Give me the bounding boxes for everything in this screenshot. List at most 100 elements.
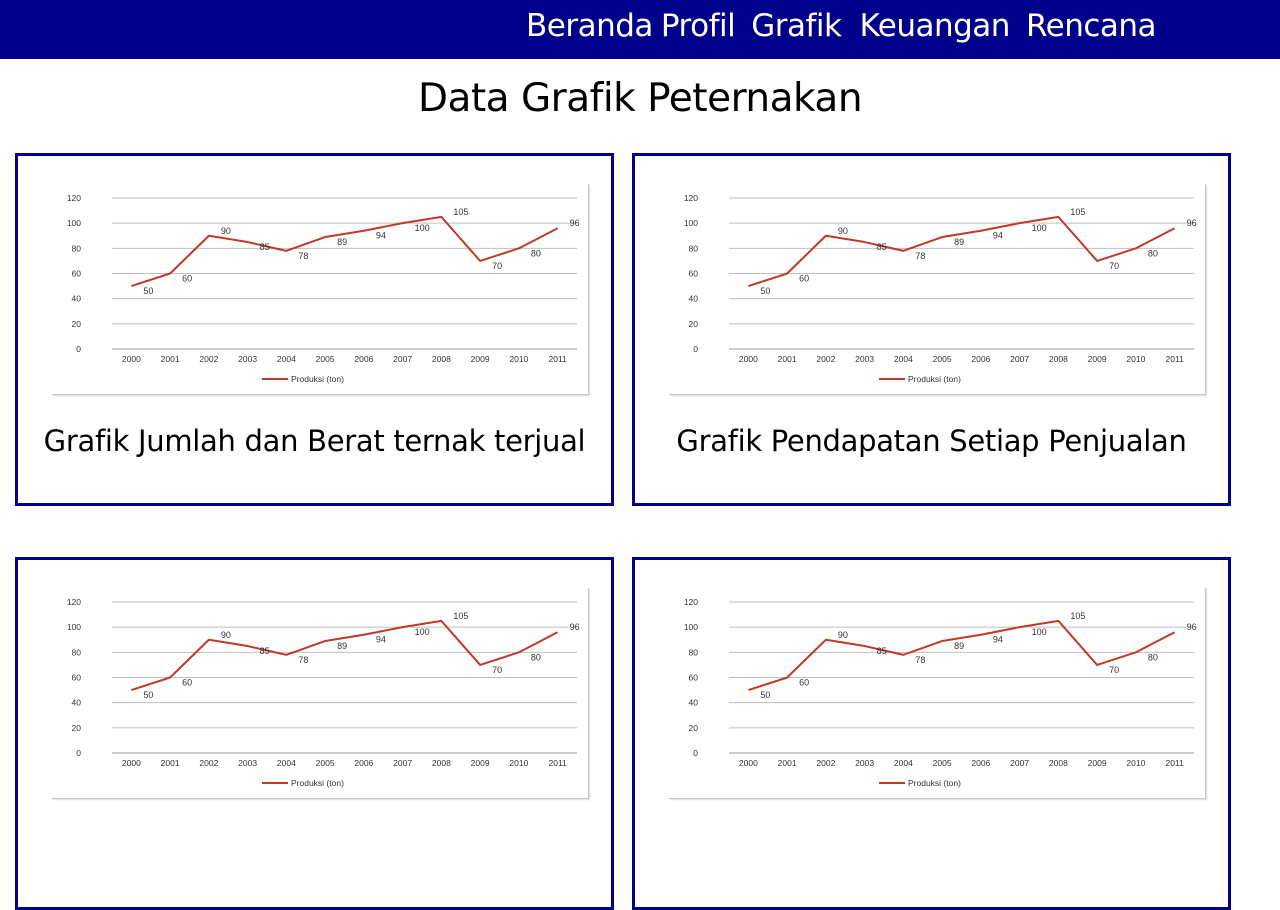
data-label: 78 bbox=[915, 251, 925, 261]
legend-label: Produksi (ton) bbox=[291, 778, 344, 788]
data-label: 89 bbox=[954, 641, 964, 651]
series-line bbox=[748, 215, 1176, 288]
x-tick-label: 2009 bbox=[1088, 758, 1107, 768]
data-label: 90 bbox=[838, 630, 848, 640]
data-label: 100 bbox=[415, 223, 430, 233]
x-tick-label: 2007 bbox=[393, 758, 412, 768]
x-tick-label: 2001 bbox=[778, 758, 797, 768]
y-tick-label: 0 bbox=[693, 748, 698, 758]
x-tick-label: 2006 bbox=[971, 354, 990, 364]
y-tick-label: 120 bbox=[684, 193, 698, 203]
nav-link-grafik[interactable]: Grafik bbox=[751, 8, 842, 44]
y-tick-label: 40 bbox=[72, 294, 82, 304]
x-tick-label: 2010 bbox=[509, 758, 528, 768]
data-label: 60 bbox=[182, 678, 192, 688]
data-label: 70 bbox=[1109, 665, 1119, 675]
legend-label: Produksi (ton) bbox=[908, 778, 961, 788]
chart-card: 0 20 40 60 80 100 120 2000 2001 2002 2003 2004 2005 2… bbox=[632, 153, 1231, 506]
data-label: 60 bbox=[799, 274, 809, 284]
chart-card-caption: Grafik Pendapatan Setiap Penjualan bbox=[676, 424, 1187, 458]
y-tick-label: 80 bbox=[72, 647, 82, 657]
data-label: 105 bbox=[1070, 611, 1085, 621]
x-tick-label: 2011 bbox=[548, 354, 567, 364]
y-tick-label: 60 bbox=[689, 269, 699, 279]
y-tick-label: 80 bbox=[689, 243, 699, 253]
data-label: 89 bbox=[954, 237, 964, 247]
x-tick-label: 2006 bbox=[354, 758, 373, 768]
x-tick-label: 2000 bbox=[739, 354, 758, 364]
data-label: 78 bbox=[298, 251, 308, 261]
data-label: 90 bbox=[838, 226, 848, 236]
legend-label: Produksi (ton) bbox=[291, 374, 344, 384]
data-label: 60 bbox=[182, 274, 192, 284]
data-label: 105 bbox=[453, 207, 468, 217]
data-label: 80 bbox=[1148, 652, 1158, 662]
x-tick-label: 2007 bbox=[1010, 758, 1029, 768]
y-tick-label: 100 bbox=[684, 622, 698, 632]
x-tick-label: 2005 bbox=[316, 758, 335, 768]
chart-card: 0 20 40 60 80 100 120 2000 2001 2002 2003 2004 2005 2… bbox=[632, 557, 1231, 910]
x-tick-label: 2005 bbox=[316, 354, 335, 364]
data-label: 94 bbox=[376, 635, 386, 645]
x-tick-label: 2004 bbox=[894, 758, 913, 768]
x-tick-label: 2002 bbox=[199, 354, 218, 364]
x-tick-label: 2001 bbox=[778, 354, 797, 364]
x-tick-label: 2008 bbox=[1049, 758, 1068, 768]
y-tick-label: 100 bbox=[684, 218, 698, 228]
data-label: 85 bbox=[260, 242, 270, 252]
x-tick-label: 2001 bbox=[161, 758, 180, 768]
top-nav-bar: Beranda Profil Grafik Keuangan Rencana bbox=[0, 0, 1280, 59]
data-label: 105 bbox=[1070, 207, 1085, 217]
x-tick-label: 2004 bbox=[894, 354, 913, 364]
data-label: 94 bbox=[376, 231, 386, 241]
data-label: 89 bbox=[337, 641, 347, 651]
series-line bbox=[131, 215, 559, 288]
y-tick-label: 60 bbox=[72, 673, 82, 683]
chart-card-caption: Grafik Jumlah dan Berat ternak terjual bbox=[43, 424, 586, 458]
y-tick-label: 20 bbox=[689, 723, 699, 733]
data-label: 80 bbox=[531, 248, 541, 258]
data-label: 100 bbox=[1032, 223, 1047, 233]
x-tick-label: 2005 bbox=[933, 758, 952, 768]
data-label: 94 bbox=[993, 231, 1003, 241]
data-label: 50 bbox=[143, 286, 153, 296]
y-tick-label: 20 bbox=[72, 319, 82, 329]
x-tick-label: 2001 bbox=[161, 354, 180, 364]
x-tick-label: 2000 bbox=[122, 354, 141, 364]
nav-link-beranda[interactable]: Beranda bbox=[526, 8, 653, 44]
x-tick-label: 2003 bbox=[238, 758, 257, 768]
data-label: 78 bbox=[915, 655, 925, 665]
x-tick-label: 2006 bbox=[971, 758, 990, 768]
chart-card: 0 20 40 60 80 100 120 2000 2001 2002 2003 2004 2005 2… bbox=[15, 557, 614, 910]
x-tick-label: 2000 bbox=[122, 758, 141, 768]
data-label: 50 bbox=[143, 690, 153, 700]
data-label: 105 bbox=[453, 611, 468, 621]
x-tick-label: 2006 bbox=[354, 354, 373, 364]
line-chart: 0 20 40 60 80 100 120 2000 2001 2002 2003 2004 2005 2… bbox=[52, 184, 589, 395]
x-tick-label: 2004 bbox=[277, 758, 296, 768]
nav-link-profil[interactable]: Profil bbox=[660, 8, 736, 44]
x-tick-label: 2010 bbox=[1126, 354, 1145, 364]
main-nav: Beranda Profil Grafik Keuangan Rencana bbox=[526, 6, 1157, 46]
y-tick-label: 0 bbox=[76, 344, 81, 354]
data-label: 70 bbox=[1109, 261, 1119, 271]
y-tick-label: 80 bbox=[689, 647, 699, 657]
x-tick-label: 2005 bbox=[933, 354, 952, 364]
line-chart: 0 20 40 60 80 100 120 2000 2001 2002 2003 2004 2005 2… bbox=[669, 184, 1206, 395]
y-tick-label: 60 bbox=[72, 269, 82, 279]
y-tick-label: 20 bbox=[689, 319, 699, 329]
data-label: 94 bbox=[993, 635, 1003, 645]
x-tick-label: 2008 bbox=[1049, 354, 1068, 364]
y-tick-label: 80 bbox=[72, 243, 82, 253]
chart-svg: 0 20 40 60 80 100 120 2000 2001 2002 2003 2004 2005 2… bbox=[684, 193, 1197, 384]
series-line bbox=[131, 619, 559, 692]
y-tick-label: 120 bbox=[67, 193, 81, 203]
data-label: 100 bbox=[415, 627, 430, 637]
x-tick-label: 2008 bbox=[432, 758, 451, 768]
nav-link-rencana[interactable]: Rencana bbox=[1025, 8, 1157, 44]
x-tick-label: 2007 bbox=[1010, 354, 1029, 364]
data-label: 70 bbox=[492, 665, 502, 675]
chart-card: 0 20 40 60 80 100 120 2000 2001 2002 2003 2004 2005 2… bbox=[15, 153, 614, 506]
data-label: 96 bbox=[570, 622, 580, 632]
nav-link-keuangan[interactable]: Keuangan bbox=[859, 8, 1010, 44]
